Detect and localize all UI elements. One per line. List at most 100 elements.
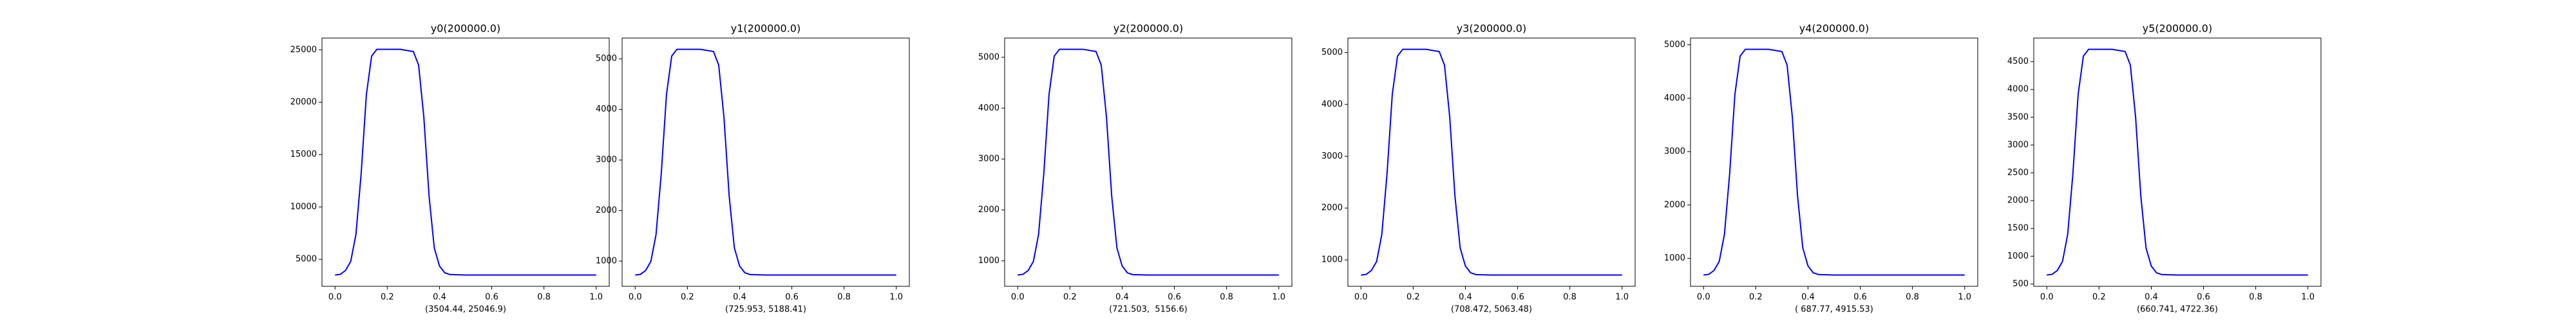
- plot-area: [1348, 38, 1635, 286]
- y-tick-label: 1000: [978, 256, 999, 266]
- x-tick-label: 0.4: [1115, 293, 1129, 302]
- x-tick-label: 0.0: [629, 293, 642, 302]
- y-tick-label: 1000: [596, 257, 617, 266]
- x-tick-label: 0.4: [733, 293, 746, 302]
- x-tick-label: 0.8: [1563, 293, 1577, 302]
- x-axis-label: (660.741, 4722.36): [2137, 305, 2218, 315]
- chart-title: y1(200000.0): [731, 23, 800, 35]
- x-tick-label: 0.8: [1906, 293, 1919, 302]
- y-tick-label: 2000: [2007, 196, 2029, 206]
- y-tick-label: 5000: [596, 54, 617, 64]
- y-tick-label: 5000: [978, 52, 999, 62]
- y-tick-label: 3500: [2007, 112, 2029, 122]
- x-tick-label: 0.2: [2092, 293, 2106, 302]
- y-tick-label: 500: [2012, 279, 2029, 289]
- x-axis-label: ( 687.77, 4915.53): [1795, 305, 1873, 315]
- x-tick-label: 0.4: [433, 293, 446, 302]
- x-tick-label: 0.6: [785, 293, 799, 302]
- y-tick-label: 4000: [596, 104, 617, 114]
- subplot: y0(200000.0) 0.0 0.2 0.4 0.6 0.8 1.0 5000 10000 1…: [290, 23, 610, 315]
- y-tick-label: 2000: [1321, 203, 1343, 213]
- x-tick-label: 0.8: [837, 293, 851, 302]
- x-tick-label: 1.0: [589, 293, 603, 302]
- x-tick-label: 0.8: [2249, 293, 2262, 302]
- x-tick-label: 1.0: [1615, 293, 1629, 302]
- y-tick-label: 20000: [290, 97, 317, 107]
- chart-title: y4(200000.0): [1799, 23, 1869, 35]
- subplot: y3(200000.0) 0.0 0.2 0.4 0.6 0.8 1.0 1000 2000 30…: [1321, 23, 1636, 315]
- chart-title: y5(200000.0): [2143, 23, 2212, 35]
- chart-title: y3(200000.0): [1457, 23, 1526, 35]
- y-tick-label: 4000: [2007, 84, 2029, 94]
- x-tick-label: 0.6: [1853, 293, 1867, 302]
- x-tick-label: 1.0: [1958, 293, 1971, 302]
- x-tick-label: 0.0: [1354, 293, 1368, 302]
- x-tick-label: 0.2: [1406, 293, 1420, 302]
- y-tick-label: 2500: [2007, 168, 2029, 178]
- axes-frame: [1004, 37, 1293, 287]
- y-tick-label: 3000: [978, 154, 999, 164]
- y-tick-label: 4000: [1664, 94, 1685, 103]
- x-tick-label: 0.0: [1011, 293, 1025, 302]
- axes-frame: [1690, 37, 1978, 287]
- x-tick-label: 0.2: [381, 293, 394, 302]
- x-axis-label: (721.503, 5156.6): [1109, 305, 1188, 315]
- x-tick-label: 1.0: [1272, 293, 1285, 302]
- y-tick-label: 1000: [2007, 251, 2029, 261]
- y-tick-label: 4500: [2007, 57, 2029, 66]
- line-series: [2047, 48, 2308, 276]
- x-tick-label: 0.4: [1801, 293, 1815, 302]
- y-tick-label: 3000: [2007, 140, 2029, 150]
- x-tick-label: 0.4: [1459, 293, 1472, 302]
- subplot: y2(200000.0) 0.0 0.2 0.4 0.6 0.8 1.0 1000 2000 30…: [978, 23, 1293, 315]
- plot-area: [322, 38, 609, 286]
- y-tick-label: 4000: [1321, 99, 1343, 109]
- x-tick-label: 0.6: [2197, 293, 2210, 302]
- line-series: [635, 48, 896, 276]
- x-tick-label: 0.0: [328, 293, 342, 302]
- x-tick-label: 0.2: [681, 293, 694, 302]
- x-tick-label: 0.0: [1697, 293, 1710, 302]
- subplot: y4(200000.0) 0.0 0.2 0.4 0.6 0.8 1.0 1000 2000 30…: [1664, 23, 1978, 315]
- x-tick-label: 0.8: [1220, 293, 1233, 302]
- plot-area: [622, 38, 909, 286]
- subplot: y5(200000.0) 0.0 0.2 0.4 0.6 0.8 1.0 500 1000 150…: [2007, 23, 2322, 315]
- plot-area: [2034, 38, 2321, 286]
- x-axis-label: (3504.44, 25046.9): [425, 305, 506, 315]
- y-tick-label: 1000: [1664, 253, 1685, 263]
- x-tick-label: 0.0: [2040, 293, 2054, 302]
- y-tick-label: 4000: [978, 103, 999, 113]
- y-tick-label: 10000: [290, 202, 317, 212]
- chart-title: y0(200000.0): [431, 23, 500, 35]
- x-tick-label: 1.0: [2301, 293, 2315, 302]
- y-tick-label: 15000: [290, 150, 317, 159]
- y-tick-label: 3000: [1321, 152, 1343, 161]
- plot-area: [1690, 38, 1978, 286]
- y-tick-label: 3000: [596, 155, 617, 165]
- x-tick-label: 0.2: [1749, 293, 1763, 302]
- x-tick-label: 0.8: [537, 293, 551, 302]
- y-tick-label: 3000: [1664, 147, 1685, 157]
- y-tick-label: 2000: [978, 205, 999, 215]
- y-tick-label: 5000: [1664, 40, 1685, 50]
- x-tick-label: 0.6: [1168, 293, 1181, 302]
- subplot: y1(200000.0) 0.0 0.2 0.4 0.6 0.8 1.0 1000 2000 30…: [596, 23, 910, 315]
- y-tick-label: 2000: [1664, 200, 1685, 210]
- y-tick-label: 1500: [2007, 224, 2029, 233]
- x-tick-label: 0.6: [485, 293, 498, 302]
- axes-frame: [321, 37, 610, 287]
- x-tick-label: 0.2: [1063, 293, 1077, 302]
- x-tick-label: 0.4: [2145, 293, 2158, 302]
- x-tick-label: 1.0: [889, 293, 903, 302]
- line-series: [1361, 48, 1622, 276]
- x-axis-label: (708.472, 5063.48): [1451, 305, 1532, 315]
- y-tick-label: 2000: [596, 206, 617, 215]
- x-tick-label: 0.6: [1511, 293, 1524, 302]
- axes-frame: [1347, 37, 1636, 287]
- y-tick-label: 5000: [1321, 48, 1343, 57]
- line-series: [1703, 48, 1965, 276]
- axes-frame: [621, 37, 910, 287]
- axes-frame: [2033, 37, 2322, 287]
- y-tick-label: 25000: [290, 45, 317, 55]
